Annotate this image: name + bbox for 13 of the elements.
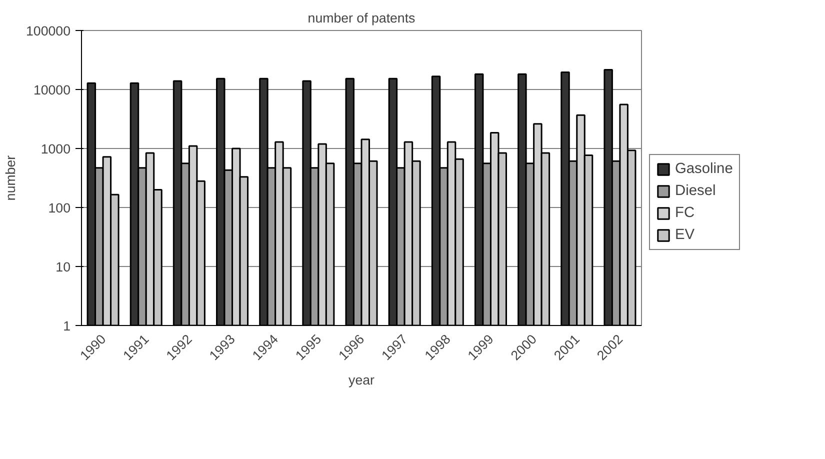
y-tick-label: 1 [63, 318, 71, 334]
y-tick-label: 100000 [26, 24, 71, 38]
x-axis-title: year [348, 372, 376, 388]
y-tick-label: 10 [56, 260, 71, 274]
legend-label: Diesel [675, 183, 716, 199]
y-tick-label: 100 [48, 200, 71, 216]
chart-title: number of patents [308, 10, 416, 26]
y-tick-label: 10000 [33, 82, 70, 98]
y-axis-title: number [3, 154, 18, 201]
y-tick-label: 1000 [40, 142, 71, 156]
legend-label: FC [675, 205, 695, 221]
legend-label: EV [675, 227, 695, 243]
legend-label: Gasoline [675, 161, 733, 177]
